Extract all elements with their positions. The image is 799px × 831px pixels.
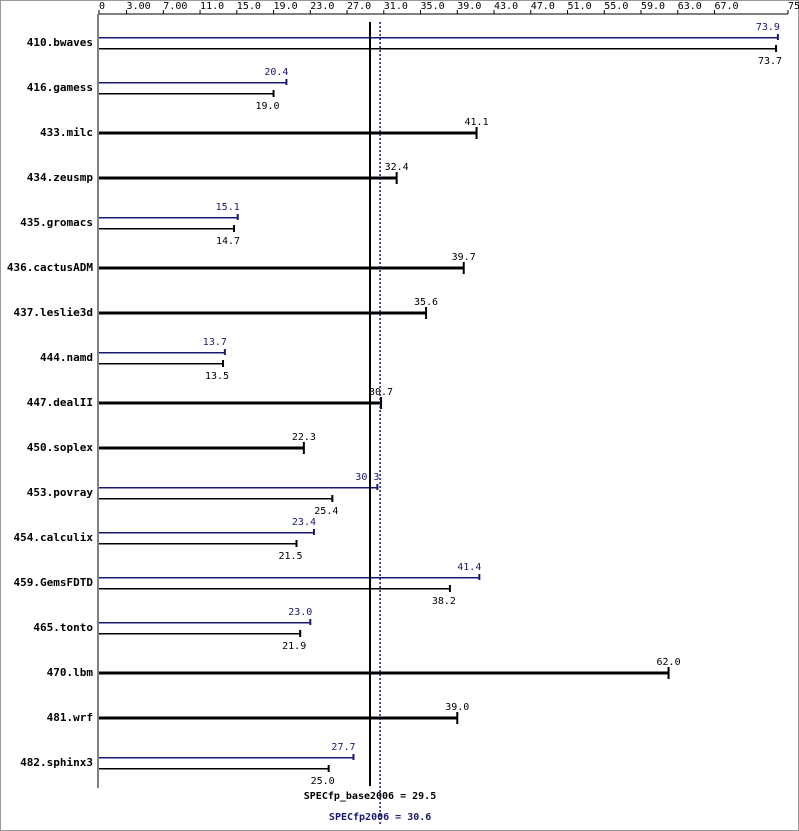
value-label: 41.1 [465, 117, 489, 128]
x-tick-label: 19.0 [274, 1, 298, 12]
category-label: 450.soplex [27, 441, 94, 454]
bar [99, 577, 480, 579]
x-tick-label: 23.0 [310, 1, 334, 12]
x-tick-label: 55.0 [604, 1, 628, 12]
category-label: 470.lbm [47, 666, 94, 679]
value-label: 25.0 [311, 776, 335, 787]
value-label: 23.0 [288, 607, 312, 618]
x-tick-label: 47.0 [531, 1, 555, 12]
category-label: 454.calculix [14, 531, 94, 544]
bar [99, 498, 333, 500]
bar [99, 311, 427, 315]
bar [99, 48, 777, 50]
category-label: 436.cactusADM [7, 261, 93, 274]
value-label: 21.9 [282, 641, 306, 652]
bar [99, 131, 477, 135]
bar [99, 93, 274, 95]
bar [99, 768, 329, 770]
value-label: 19.0 [255, 101, 279, 112]
value-label: 13.7 [203, 337, 227, 348]
bar [99, 588, 450, 590]
value-label: 30.7 [369, 387, 393, 398]
x-tick-label: 0 [99, 1, 105, 12]
category-label: 459.GemsFDTD [14, 576, 94, 589]
reference-label: SPECfp2006 = 30.6 [329, 812, 431, 823]
value-label: 21.5 [278, 551, 302, 562]
value-label: 23.4 [292, 517, 316, 528]
x-tick-label: 11.0 [200, 1, 224, 12]
bar [99, 217, 238, 219]
bar [99, 401, 382, 405]
value-label: 25.4 [314, 506, 338, 517]
value-label: 39.0 [445, 702, 469, 713]
bar [99, 671, 669, 675]
x-tick-label: 27.0 [347, 1, 371, 12]
bar [99, 543, 297, 545]
x-tick-label: 7.00 [163, 1, 187, 12]
value-label: 73.7 [758, 56, 782, 67]
bar [99, 266, 464, 270]
value-label: 20.4 [264, 67, 288, 78]
category-label: 437.leslie3d [14, 306, 93, 319]
bar [99, 532, 314, 534]
bar [99, 352, 225, 354]
category-label: 482.sphinx3 [20, 756, 93, 769]
bar [99, 757, 354, 759]
category-label: 444.namd [40, 351, 93, 364]
bar [99, 228, 235, 230]
bar [99, 82, 287, 84]
bar [99, 487, 378, 489]
x-tick-label: 39.0 [457, 1, 481, 12]
value-label: 35.6 [414, 297, 438, 308]
x-tick-label: 63.0 [678, 1, 702, 12]
value-label: 62.0 [657, 657, 681, 668]
value-label: 27.7 [331, 742, 355, 753]
bar [99, 363, 224, 365]
bar [99, 633, 301, 635]
category-label: 433.milc [40, 126, 93, 139]
bar [99, 716, 458, 720]
value-label: 41.4 [457, 562, 481, 573]
bar [99, 176, 397, 180]
x-tick-label: 51.0 [568, 1, 592, 12]
x-tick-label: 67.0 [715, 1, 739, 12]
value-label: 22.3 [292, 432, 316, 443]
category-label: 447.dealII [27, 396, 93, 409]
value-label: 39.7 [452, 252, 476, 263]
value-label: 32.4 [385, 162, 409, 173]
bar [99, 37, 778, 39]
x-tick-label: 43.0 [494, 1, 518, 12]
x-tick-label: 75.0 [788, 1, 799, 12]
value-label: 73.9 [756, 22, 780, 33]
x-tick-label: 59.0 [641, 1, 665, 12]
x-tick-label: 3.00 [127, 1, 151, 12]
category-label: 435.gromacs [20, 216, 93, 229]
x-tick-label: 15.0 [237, 1, 261, 12]
category-label: 434.zeusmp [27, 171, 94, 184]
value-label: 38.2 [432, 596, 456, 607]
x-tick-label: 31.0 [384, 1, 408, 12]
reference-label: SPECfp_base2006 = 29.5 [304, 791, 436, 802]
category-label: 453.povray [27, 486, 94, 499]
x-tick-label: 35.0 [421, 1, 445, 12]
bar [99, 622, 311, 624]
value-label: 15.1 [216, 202, 240, 213]
category-label: 410.bwaves [27, 36, 93, 49]
category-label: 416.gamess [27, 81, 93, 94]
bar [99, 446, 304, 450]
value-label: 13.5 [205, 371, 229, 382]
value-label: 30.3 [355, 472, 379, 483]
category-label: 465.tonto [33, 621, 93, 634]
category-label: 481.wrf [47, 711, 93, 724]
value-label: 14.7 [216, 236, 240, 247]
